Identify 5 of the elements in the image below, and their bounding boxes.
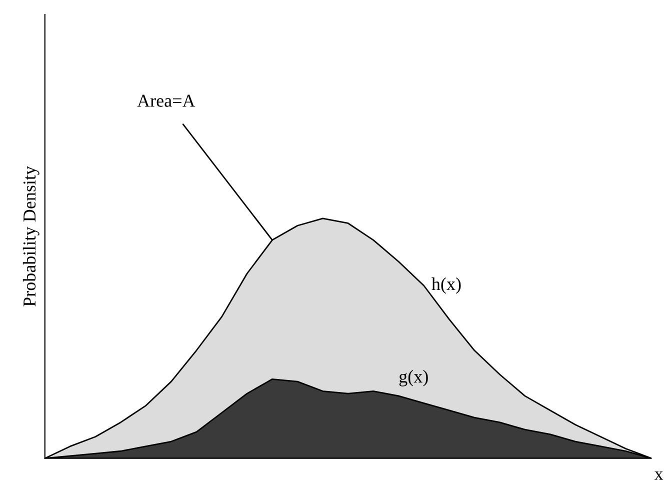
- series-label: h(x): [432, 277, 461, 294]
- series-label: g(x): [399, 370, 428, 386]
- x-axis-title: x: [654, 471, 664, 480]
- y-axis-title: Probability Density: [22, 166, 40, 306]
- text: Area=A: [137, 94, 196, 107]
